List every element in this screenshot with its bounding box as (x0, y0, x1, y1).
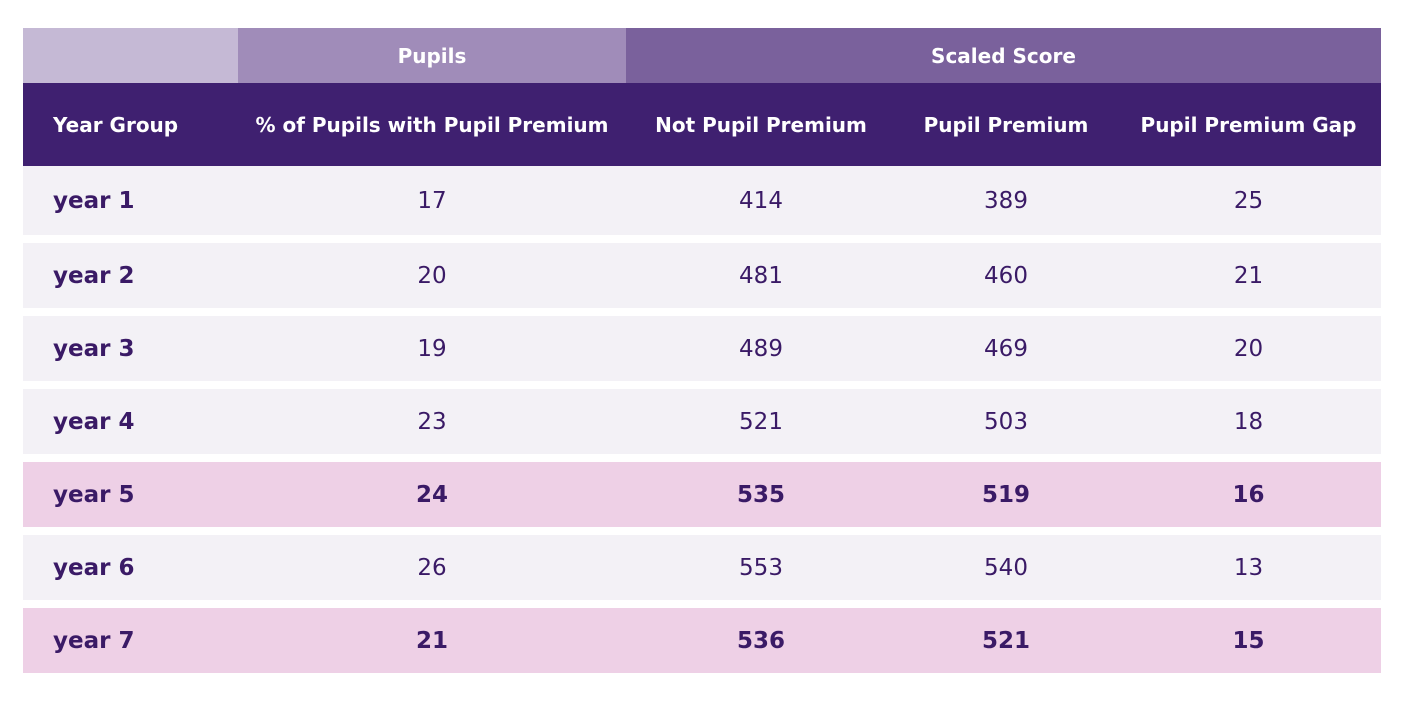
cell-not-pupil-premium: 414 (626, 166, 896, 243)
cell-pupil-premium-gap: 20 (1116, 316, 1381, 389)
cell-pupil-premium: 469 (896, 316, 1116, 389)
cell-pupil-premium-gap: 16 (1116, 462, 1381, 535)
group-header-row: Pupils Scaled Score (23, 28, 1381, 83)
cell-pupil-premium: 521 (896, 608, 1116, 673)
group-header-scaled-score: Scaled Score (626, 28, 1381, 83)
table-row: year 7 21 536 521 15 (23, 608, 1381, 673)
cell-pupil-premium: 389 (896, 166, 1116, 243)
cell-not-pupil-premium: 536 (626, 608, 896, 673)
cell-year-group: year 7 (23, 608, 238, 673)
cell-pupil-premium-gap: 25 (1116, 166, 1381, 243)
cell-year-group: year 4 (23, 389, 238, 462)
cell-pct-pupil-premium: 21 (238, 608, 626, 673)
cell-pct-pupil-premium: 24 (238, 462, 626, 535)
cell-pupil-premium: 503 (896, 389, 1116, 462)
cell-pupil-premium: 540 (896, 535, 1116, 608)
cell-pupil-premium-gap: 15 (1116, 608, 1381, 673)
cell-pupil-premium-gap: 18 (1116, 389, 1381, 462)
cell-year-group: year 6 (23, 535, 238, 608)
group-header-pupils: Pupils (238, 28, 626, 83)
cell-pct-pupil-premium: 20 (238, 243, 626, 316)
column-header-year-group: Year Group (23, 83, 238, 166)
cell-pupil-premium: 460 (896, 243, 1116, 316)
table-body: year 1 17 414 389 25 year 2 20 481 460 21 year 3 19… (23, 166, 1381, 673)
cell-not-pupil-premium: 489 (626, 316, 896, 389)
cell-year-group: year 1 (23, 166, 238, 243)
column-header-pct-pupil-premium: % of Pupils with Pupil Premium (238, 83, 626, 166)
group-header-blank (23, 28, 238, 83)
cell-pct-pupil-premium: 17 (238, 166, 626, 243)
cell-not-pupil-premium: 521 (626, 389, 896, 462)
pupil-premium-table: Pupils Scaled Score Year Group % of Pupi… (23, 28, 1381, 673)
cell-pupil-premium-gap: 21 (1116, 243, 1381, 316)
table-row: year 3 19 489 469 20 (23, 316, 1381, 389)
cell-pupil-premium: 519 (896, 462, 1116, 535)
cell-not-pupil-premium: 481 (626, 243, 896, 316)
cell-pct-pupil-premium: 19 (238, 316, 626, 389)
cell-year-group: year 2 (23, 243, 238, 316)
column-header-pupil-premium: Pupil Premium (896, 83, 1116, 166)
cell-not-pupil-premium: 535 (626, 462, 896, 535)
cell-pct-pupil-premium: 23 (238, 389, 626, 462)
column-header-pupil-premium-gap: Pupil Premium Gap (1116, 83, 1381, 166)
cell-year-group: year 5 (23, 462, 238, 535)
table-row: year 5 24 535 519 16 (23, 462, 1381, 535)
column-header-not-pupil-premium: Not Pupil Premium (626, 83, 896, 166)
cell-year-group: year 3 (23, 316, 238, 389)
table-row: year 2 20 481 460 21 (23, 243, 1381, 316)
table-row: year 6 26 553 540 13 (23, 535, 1381, 608)
pupil-premium-table-container: Pupils Scaled Score Year Group % of Pupi… (23, 28, 1381, 673)
cell-pct-pupil-premium: 26 (238, 535, 626, 608)
cell-not-pupil-premium: 553 (626, 535, 896, 608)
column-header-row: Year Group % of Pupils with Pupil Premiu… (23, 83, 1381, 166)
table-row: year 1 17 414 389 25 (23, 166, 1381, 243)
cell-pupil-premium-gap: 13 (1116, 535, 1381, 608)
table-row: year 4 23 521 503 18 (23, 389, 1381, 462)
